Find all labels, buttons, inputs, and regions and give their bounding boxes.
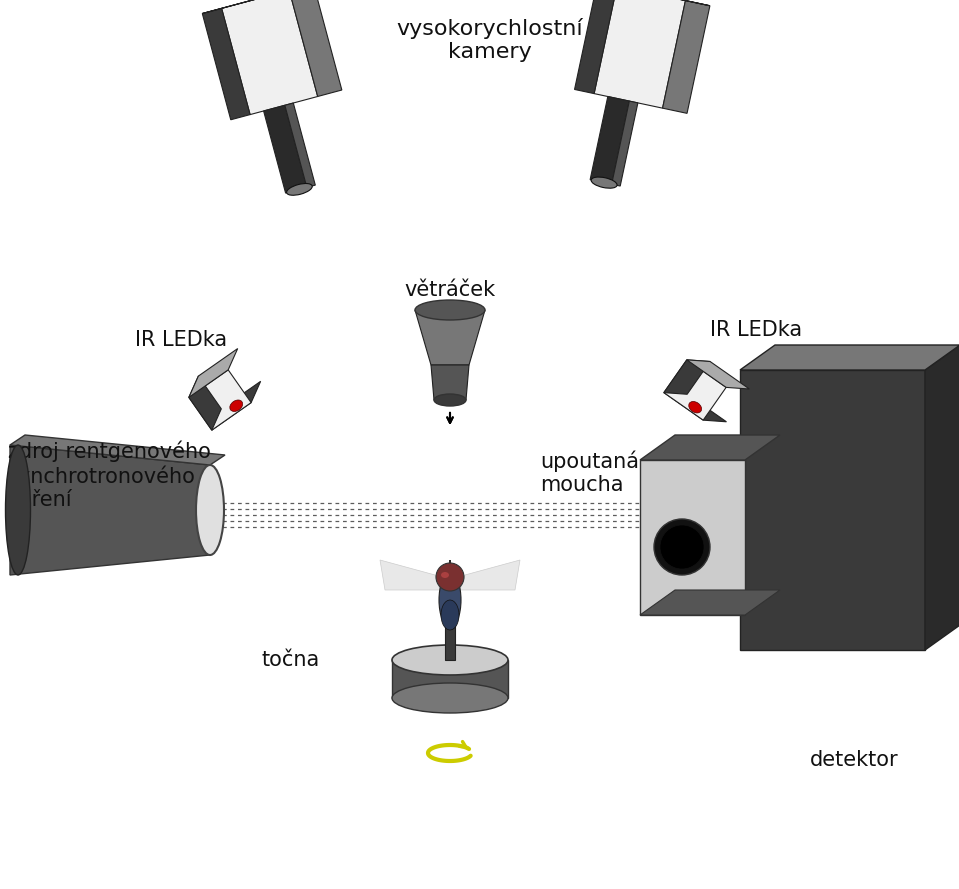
Ellipse shape bbox=[434, 394, 466, 406]
Ellipse shape bbox=[441, 600, 459, 630]
Text: zdroj rentgenového
synchrotronového
záření: zdroj rentgenového synchrotronového záře… bbox=[8, 440, 211, 509]
Ellipse shape bbox=[591, 177, 617, 188]
Polygon shape bbox=[264, 105, 307, 193]
Polygon shape bbox=[222, 0, 317, 115]
Ellipse shape bbox=[6, 445, 31, 575]
Polygon shape bbox=[202, 0, 314, 13]
Polygon shape bbox=[590, 97, 629, 184]
Ellipse shape bbox=[287, 183, 313, 196]
Polygon shape bbox=[189, 376, 222, 430]
Polygon shape bbox=[10, 435, 225, 465]
Text: IR LEDka: IR LEDka bbox=[135, 330, 227, 350]
Text: upoutaná
moucha: upoutaná moucha bbox=[540, 450, 639, 494]
Polygon shape bbox=[740, 345, 959, 370]
Polygon shape bbox=[925, 345, 959, 650]
Ellipse shape bbox=[415, 300, 485, 320]
Circle shape bbox=[436, 563, 464, 591]
Text: vysokorychlostní
kamery: vysokorychlostní kamery bbox=[397, 18, 583, 62]
Polygon shape bbox=[202, 8, 250, 120]
Text: detektor: detektor bbox=[810, 750, 899, 770]
Circle shape bbox=[654, 519, 710, 575]
Polygon shape bbox=[445, 570, 455, 660]
Polygon shape bbox=[612, 101, 638, 186]
Polygon shape bbox=[664, 360, 726, 420]
Polygon shape bbox=[597, 0, 710, 5]
Polygon shape bbox=[431, 365, 469, 400]
Polygon shape bbox=[290, 0, 341, 97]
Ellipse shape bbox=[689, 402, 702, 412]
Polygon shape bbox=[640, 460, 745, 615]
Text: točna: točna bbox=[262, 650, 320, 670]
Polygon shape bbox=[392, 660, 508, 698]
Polygon shape bbox=[640, 590, 780, 615]
Text: IR LEDka: IR LEDka bbox=[710, 320, 802, 340]
Polygon shape bbox=[380, 560, 440, 590]
Polygon shape bbox=[10, 445, 210, 575]
Polygon shape bbox=[415, 310, 485, 365]
Text: větráček: větráček bbox=[405, 280, 496, 300]
Ellipse shape bbox=[441, 572, 449, 578]
Polygon shape bbox=[664, 393, 727, 421]
Ellipse shape bbox=[196, 465, 224, 555]
Polygon shape bbox=[189, 370, 251, 430]
Circle shape bbox=[660, 525, 704, 569]
Polygon shape bbox=[285, 103, 316, 188]
Polygon shape bbox=[664, 360, 710, 394]
Polygon shape bbox=[595, 0, 686, 108]
Polygon shape bbox=[740, 370, 925, 650]
Polygon shape bbox=[663, 1, 710, 114]
Ellipse shape bbox=[392, 645, 508, 675]
Ellipse shape bbox=[439, 573, 461, 628]
Polygon shape bbox=[460, 560, 520, 590]
Polygon shape bbox=[740, 460, 745, 470]
Polygon shape bbox=[574, 0, 617, 93]
Ellipse shape bbox=[392, 683, 508, 713]
Polygon shape bbox=[687, 360, 749, 389]
Polygon shape bbox=[640, 435, 780, 460]
Polygon shape bbox=[189, 348, 238, 397]
Ellipse shape bbox=[230, 400, 243, 412]
Polygon shape bbox=[212, 381, 261, 430]
